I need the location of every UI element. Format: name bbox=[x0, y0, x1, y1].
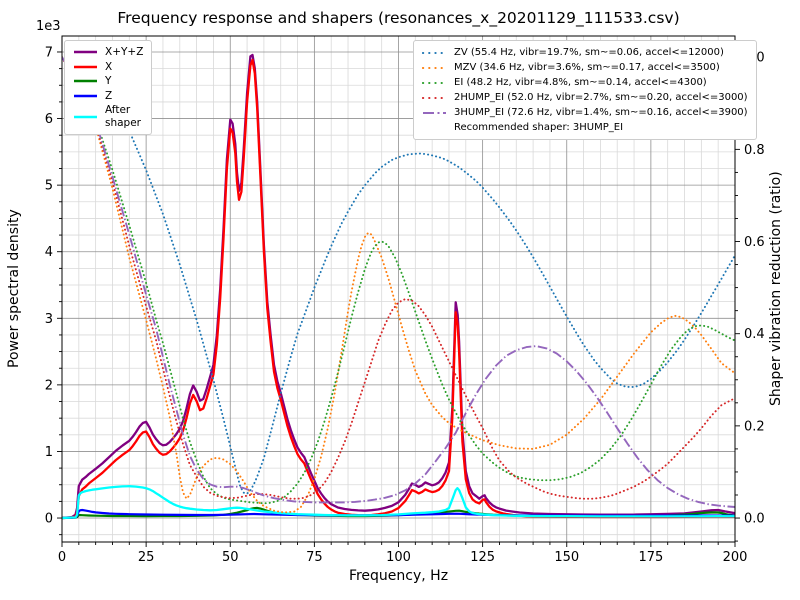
legend-item: Y bbox=[73, 74, 143, 89]
y-left-tick-label: 2 bbox=[45, 378, 53, 393]
y-left-tick-label: 1 bbox=[45, 445, 53, 460]
x-tick-label: 175 bbox=[638, 550, 663, 565]
chart-title: Frequency response and shapers (resonanc… bbox=[117, 9, 680, 27]
legend-item: After shaper bbox=[73, 103, 143, 130]
x-axis-label: Frequency, Hz bbox=[348, 568, 449, 584]
legend-item: Z bbox=[73, 89, 143, 104]
legend-item: 2HUMP_EI (52.0 Hz, vibr=2.7%, sm~=0.20, … bbox=[422, 90, 748, 105]
legend-swatch-solid-line bbox=[74, 50, 97, 54]
legend-swatch-solid-line bbox=[74, 115, 97, 118]
x-tick-label: 75 bbox=[306, 550, 323, 565]
legend-item-label: ZV (55.4 Hz, vibr=19.7%, sm~=0.06, accel… bbox=[454, 47, 724, 58]
legend-item: EI (48.2 Hz, vibr=4.8%, sm~=0.14, accel<… bbox=[422, 75, 748, 90]
y-right-tick-label: 0.0 bbox=[744, 512, 765, 527]
psd-legend: X+Y+Z X Y Z After shaper bbox=[64, 40, 153, 135]
curve-psd-after-shaper bbox=[62, 485, 735, 520]
legend-item: 3HUMP_EI (72.6 Hz, vibr=1.4%, sm~=0.16, … bbox=[422, 105, 748, 120]
x-tick-label: 50 bbox=[222, 550, 239, 565]
y-left-tick-label: 4 bbox=[45, 245, 53, 260]
legend-item: ZV (55.4 Hz, vibr=19.7%, sm~=0.06, accel… bbox=[422, 45, 748, 60]
curve-psd-x bbox=[62, 58, 735, 520]
legend-swatch-solid-line bbox=[74, 79, 97, 83]
x-tick-label: 25 bbox=[138, 550, 155, 565]
y-axis-left-label: Power spectral density bbox=[6, 209, 22, 369]
y-left-tick-label: 3 bbox=[45, 312, 53, 327]
legend-swatch-dotted-line bbox=[422, 51, 447, 54]
legend-swatch-dotted-line bbox=[422, 96, 447, 99]
x-tick-label: 125 bbox=[470, 550, 495, 565]
y-left-offset-text: 1e3 bbox=[36, 19, 61, 34]
curve-shaper-mzv bbox=[62, 56, 735, 514]
recommended-shaper-text: Recommended shaper: 3HUMP_EI bbox=[454, 122, 624, 133]
curve-shaper-3hump-ei bbox=[62, 56, 735, 508]
curve-shaper-2hump-ei bbox=[62, 56, 735, 500]
legend-item: X bbox=[73, 60, 143, 75]
legend-swatch-solid-line bbox=[74, 94, 97, 98]
legend-item-label: X bbox=[105, 60, 113, 73]
curve-shaper-ei bbox=[62, 56, 735, 505]
legend-item-label: Y bbox=[105, 75, 112, 87]
legend-swatch-dashdot-line bbox=[423, 111, 446, 114]
y-right-tick-label: 0.4 bbox=[744, 327, 765, 342]
y-right-tick-label: 0.2 bbox=[744, 419, 765, 434]
legend-item-label: 3HUMP_EI (72.6 Hz, vibr=1.4%, sm~=0.16, … bbox=[454, 107, 748, 118]
legend-swatch-solid-line bbox=[74, 65, 97, 69]
x-tick-label: 100 bbox=[386, 550, 411, 565]
curve-shaper-zv bbox=[62, 56, 735, 495]
legend-item-label: MZV (34.6 Hz, vibr=3.6%, sm~=0.17, accel… bbox=[454, 62, 720, 73]
legend-swatch-dotted-line bbox=[422, 66, 447, 69]
legend-item-label: After shaper bbox=[105, 104, 142, 129]
x-tick-label: 200 bbox=[723, 550, 748, 565]
y-left-tick-label: 0 bbox=[45, 512, 53, 527]
y-right-tick-label: 0.8 bbox=[744, 143, 765, 158]
legend-swatch-dotted-line bbox=[422, 81, 447, 84]
y-right-tick-label: 0.6 bbox=[744, 235, 765, 250]
shaper-legend: ZV (55.4 Hz, vibr=19.7%, sm~=0.06, accel… bbox=[413, 40, 757, 140]
axes: 0 25 50 75 100 125 150 175 200 0 1 2 3 4 5 6 7 0.0 0.2 0.4 0… bbox=[45, 35, 765, 565]
legend-item-label: Z bbox=[105, 89, 113, 102]
legend-item-label: 2HUMP_EI (52.0 Hz, vibr=2.7%, sm~=0.20, … bbox=[454, 92, 748, 103]
tick-marks bbox=[57, 51, 740, 547]
y-left-tick-label: 6 bbox=[45, 112, 53, 127]
y-left-tick-label: 5 bbox=[45, 179, 53, 194]
curve-psd-x-y-z bbox=[62, 53, 735, 520]
curves bbox=[62, 53, 735, 520]
legend-item-label: X+Y+Z bbox=[105, 46, 144, 58]
x-tick-label: 150 bbox=[554, 550, 579, 565]
legend-item: X+Y+Z bbox=[73, 45, 143, 60]
y-axis-right-label: Shaper vibration reduction (ratio) bbox=[768, 171, 784, 407]
x-tick-label: 0 bbox=[58, 550, 66, 565]
legend-item: MZV (34.6 Hz, vibr=3.6%, sm~=0.17, accel… bbox=[422, 60, 748, 75]
y-left-tick-label: 7 bbox=[45, 45, 53, 60]
legend-item-label: EI (48.2 Hz, vibr=4.8%, sm~=0.14, accel<… bbox=[454, 77, 707, 88]
recommended-shaper-note: Recommended shaper: 3HUMP_EI bbox=[422, 120, 748, 135]
